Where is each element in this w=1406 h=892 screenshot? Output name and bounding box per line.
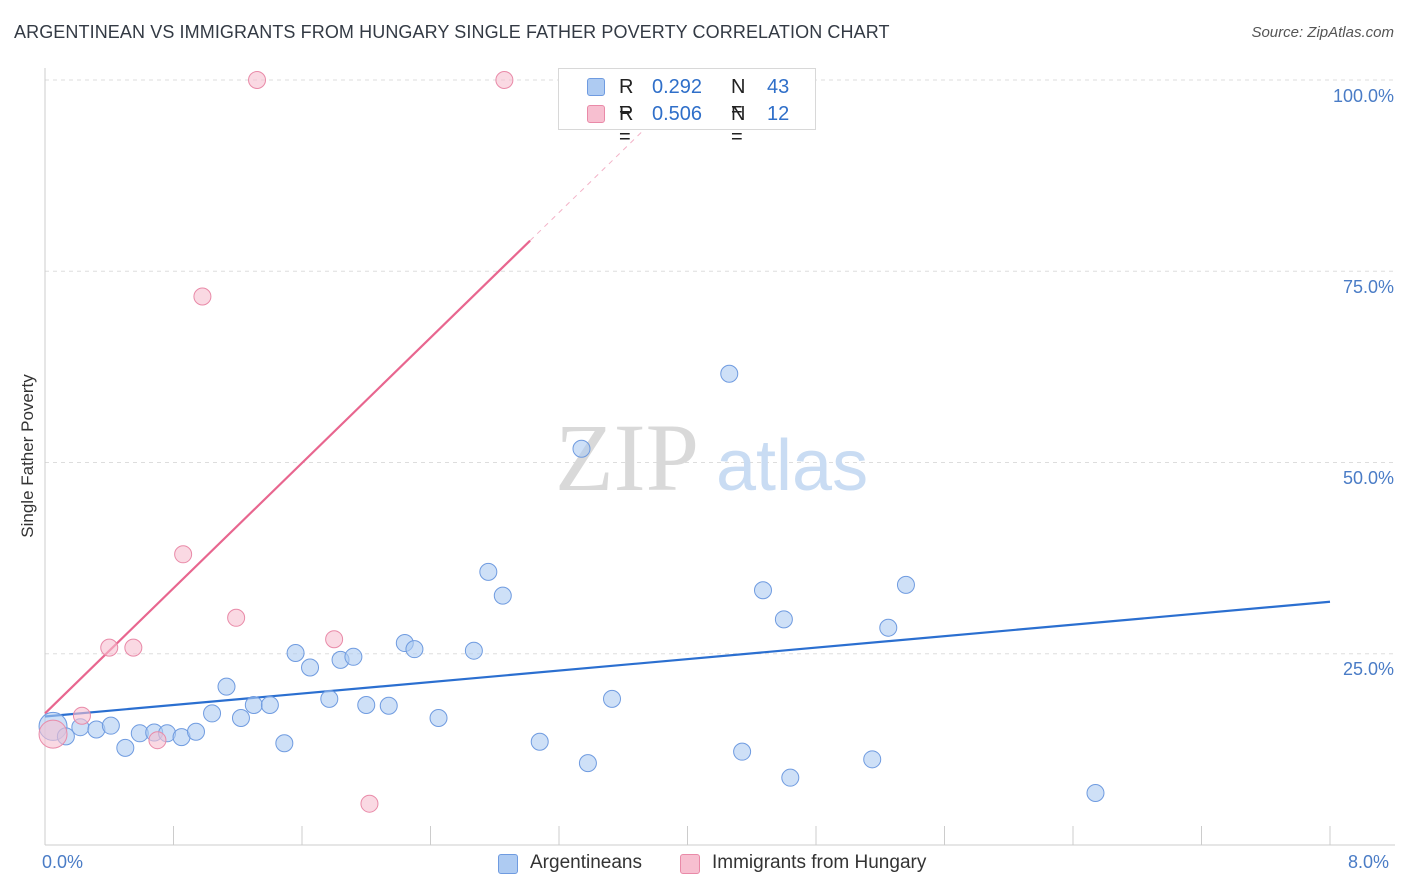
trendline-extension-hungary [529, 98, 677, 242]
r-value: 0.506 [652, 103, 703, 125]
point-argentinean [1086, 783, 1105, 802]
legend-label: Immigrants from Hungary [712, 852, 927, 873]
n-value: 12 [767, 103, 790, 125]
legend-label: Argentineans [530, 852, 642, 873]
point-argentinean [231, 709, 250, 728]
r-label: R = [619, 76, 634, 121]
point-hungary [325, 630, 344, 649]
r-value: 0.292 [652, 76, 703, 98]
point-hungary [495, 71, 514, 89]
point-argentinean [301, 658, 320, 677]
pink-swatch [587, 105, 605, 123]
point-argentinean [493, 586, 512, 605]
point-argentinean [379, 696, 398, 715]
point-argentinean [879, 618, 898, 637]
point-argentinean [286, 643, 305, 662]
trendline-hungary [44, 239, 531, 715]
point-argentinean [405, 640, 424, 659]
point-hungary [148, 731, 167, 750]
x-tick-label-max: 8.0% [1348, 852, 1390, 872]
point-argentinean [244, 696, 263, 715]
chart-title: ARGENTINEAN VS IMMIGRANTS FROM HUNGARY S… [14, 22, 890, 42]
point-argentinean [733, 742, 752, 761]
point-argentinean [530, 732, 549, 751]
point-argentinean [572, 439, 591, 458]
point-argentinean [863, 750, 882, 769]
point-hungary [72, 706, 91, 725]
watermark: ZIP atlas [555, 404, 868, 511]
point-hungary [100, 638, 119, 657]
point-argentinean [753, 581, 772, 600]
trend-lines [44, 98, 1331, 718]
point-argentinean [203, 704, 222, 723]
r-label: R = [619, 103, 634, 148]
y-tick-label-50: 50.0% [1342, 468, 1394, 488]
point-argentinean [275, 734, 294, 753]
grid-lines [45, 79, 1395, 655]
point-hungary [38, 719, 68, 749]
correlation-legend: R = 0.292 N = 43 R = 0.506 N = 12 [558, 68, 816, 148]
point-hungary [124, 638, 143, 657]
y-tick-label-75: 75.0% [1342, 277, 1394, 297]
point-argentinean [101, 716, 120, 735]
y-tick-label-100: 100.0% [1332, 86, 1394, 106]
point-argentinean [603, 689, 622, 708]
point-argentinean [896, 575, 915, 594]
n-label: N = [731, 76, 746, 121]
point-hungary [248, 71, 267, 89]
point-argentinean [781, 768, 800, 787]
point-argentinean [217, 677, 236, 696]
point-argentinean [720, 364, 739, 383]
y-axis-label: Single Father Poverty [18, 374, 37, 538]
point-argentinean [357, 696, 376, 715]
point-hungary [193, 287, 212, 306]
point-argentinean [260, 696, 279, 715]
watermark-zip: ZIP [555, 404, 699, 511]
watermark-atlas: atlas [716, 426, 868, 506]
point-argentinean [320, 689, 339, 708]
point-argentinean [578, 754, 597, 773]
x-tick-label-min: 0.0% [42, 852, 84, 872]
point-argentinean [186, 722, 205, 741]
point-argentinean [464, 641, 483, 660]
trendline-argentinean [44, 600, 1331, 718]
point-argentinean [429, 709, 448, 728]
point-argentinean [116, 738, 135, 757]
point-hungary [227, 608, 246, 627]
point-hungary [174, 545, 193, 564]
blue-swatch [587, 78, 605, 96]
n-label: N = [731, 103, 746, 148]
y-tick-label-25: 25.0% [1342, 659, 1394, 679]
point-hungary [360, 794, 379, 813]
point-argentinean [344, 647, 363, 666]
point-argentinean [774, 610, 793, 629]
pink-swatch [680, 854, 700, 874]
source-label: Source: ZipAtlas.com [1251, 24, 1394, 41]
data-points [38, 71, 1105, 813]
point-argentinean [479, 562, 498, 581]
n-value: 43 [767, 76, 790, 98]
blue-swatch [498, 854, 518, 874]
